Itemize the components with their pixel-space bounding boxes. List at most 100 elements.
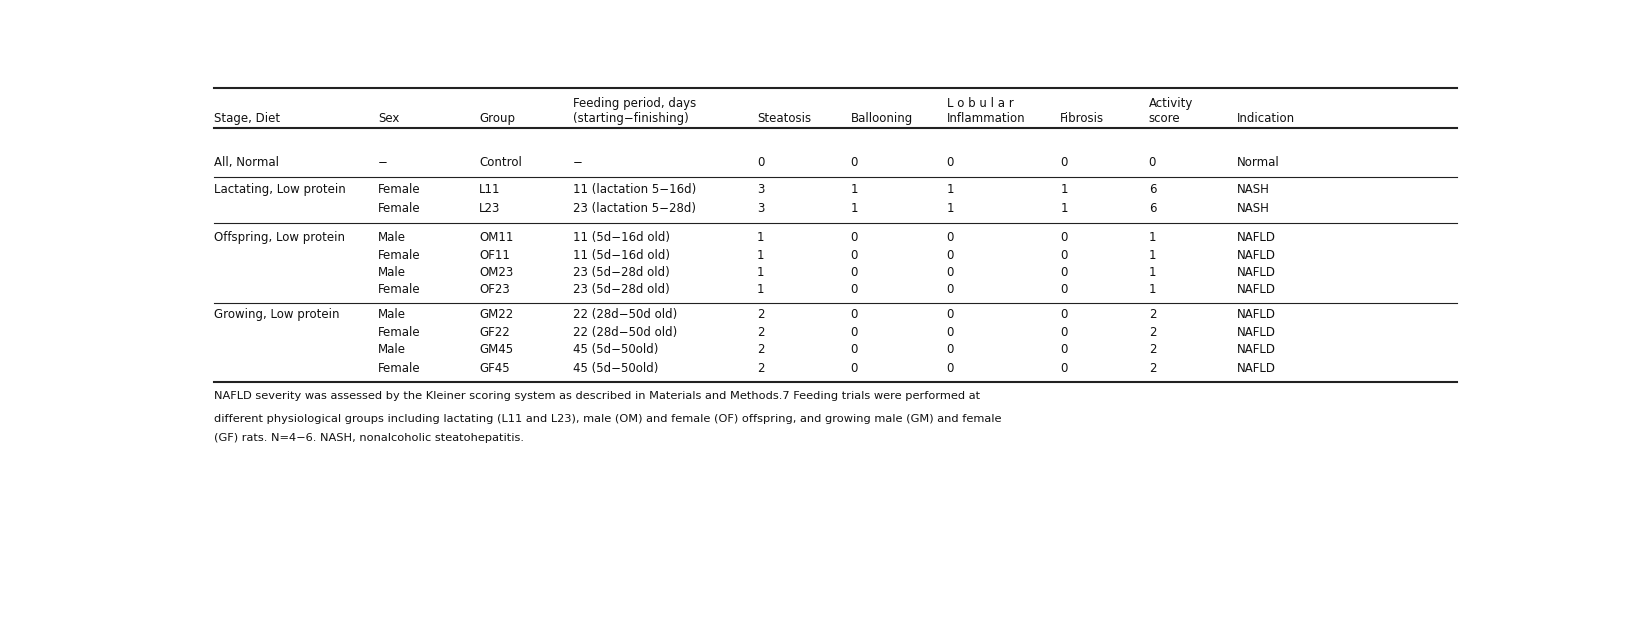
Text: Group: Group xyxy=(479,112,515,125)
Text: 22 (28d−50d old): 22 (28d−50d old) xyxy=(572,326,676,339)
Text: 11 (5d−16d old): 11 (5d−16d old) xyxy=(572,248,670,261)
Text: 0: 0 xyxy=(947,156,954,169)
Text: Fibrosis: Fibrosis xyxy=(1060,112,1105,125)
Text: 6: 6 xyxy=(1149,203,1156,216)
Text: 0: 0 xyxy=(947,283,954,296)
Text: 11 (lactation 5−16d): 11 (lactation 5−16d) xyxy=(572,183,696,196)
Text: Inflammation: Inflammation xyxy=(947,112,1025,125)
Text: 2: 2 xyxy=(756,326,764,339)
Text: 23 (lactation 5−28d): 23 (lactation 5−28d) xyxy=(572,203,696,216)
Text: 23 (5d−28d old): 23 (5d−28d old) xyxy=(572,266,670,279)
Text: 0: 0 xyxy=(1060,308,1068,321)
Text: 0: 0 xyxy=(947,344,954,357)
Text: OF23: OF23 xyxy=(479,283,510,296)
Text: 23 (5d−28d old): 23 (5d−28d old) xyxy=(572,283,670,296)
Text: OF11: OF11 xyxy=(479,248,510,261)
Text: 0: 0 xyxy=(1060,362,1068,375)
Text: 1: 1 xyxy=(851,183,857,196)
Text: Offspring, Low protein: Offspring, Low protein xyxy=(214,231,346,244)
Text: 1: 1 xyxy=(1060,203,1068,216)
Text: 45 (5d−50old): 45 (5d−50old) xyxy=(572,344,659,357)
Text: 1: 1 xyxy=(1149,248,1156,261)
Text: 1: 1 xyxy=(1149,266,1156,279)
Text: 6: 6 xyxy=(1149,183,1156,196)
Text: 2: 2 xyxy=(1149,308,1156,321)
Text: 2: 2 xyxy=(756,308,764,321)
Text: 0: 0 xyxy=(851,231,857,244)
Text: 1: 1 xyxy=(1060,183,1068,196)
Text: L23: L23 xyxy=(479,203,500,216)
Text: Steatosis: Steatosis xyxy=(756,112,812,125)
Text: 0: 0 xyxy=(1060,248,1068,261)
Text: 11 (5d−16d old): 11 (5d−16d old) xyxy=(572,231,670,244)
Text: L o b u l a r: L o b u l a r xyxy=(947,97,1014,110)
Text: 0: 0 xyxy=(1060,283,1068,296)
Text: 45 (5d−50old): 45 (5d−50old) xyxy=(572,362,659,375)
Text: 3: 3 xyxy=(756,203,764,216)
Text: 0: 0 xyxy=(947,326,954,339)
Text: Male: Male xyxy=(378,308,406,321)
Text: 0: 0 xyxy=(756,156,764,169)
Text: 0: 0 xyxy=(851,326,857,339)
Text: NAFLD severity was assessed by the Kleiner scoring system as described in Materi: NAFLD severity was assessed by the Klein… xyxy=(214,391,980,401)
Text: 2: 2 xyxy=(1149,344,1156,357)
Text: (starting−finishing): (starting−finishing) xyxy=(572,112,688,125)
Text: 1: 1 xyxy=(756,283,764,296)
Text: −: − xyxy=(572,156,582,169)
Text: OM23: OM23 xyxy=(479,266,513,279)
Text: different physiological groups including lactating (L11 and L23), male (OM) and : different physiological groups including… xyxy=(214,414,1001,424)
Text: Activity: Activity xyxy=(1149,97,1193,110)
Text: Lactating, Low protein: Lactating, Low protein xyxy=(214,183,346,196)
Text: 0: 0 xyxy=(947,248,954,261)
Text: Growing, Low protein: Growing, Low protein xyxy=(214,308,339,321)
Text: NAFLD: NAFLD xyxy=(1237,308,1276,321)
Text: Female: Female xyxy=(378,283,421,296)
Text: NAFLD: NAFLD xyxy=(1237,266,1276,279)
Text: Female: Female xyxy=(378,203,421,216)
Text: NAFLD: NAFLD xyxy=(1237,231,1276,244)
Text: 0: 0 xyxy=(1149,156,1156,169)
Text: 1: 1 xyxy=(1149,231,1156,244)
Text: NAFLD: NAFLD xyxy=(1237,344,1276,357)
Text: NAFLD: NAFLD xyxy=(1237,326,1276,339)
Text: score: score xyxy=(1149,112,1180,125)
Text: 2: 2 xyxy=(1149,362,1156,375)
Text: GM22: GM22 xyxy=(479,308,513,321)
Text: 1: 1 xyxy=(851,203,857,216)
Text: NAFLD: NAFLD xyxy=(1237,283,1276,296)
Text: Female: Female xyxy=(378,362,421,375)
Text: Male: Male xyxy=(378,231,406,244)
Text: 1: 1 xyxy=(756,248,764,261)
Text: Feeding period, days: Feeding period, days xyxy=(572,97,696,110)
Text: NAFLD: NAFLD xyxy=(1237,362,1276,375)
Text: 0: 0 xyxy=(1060,156,1068,169)
Text: NASH: NASH xyxy=(1237,203,1270,216)
Text: 1: 1 xyxy=(756,266,764,279)
Text: 3: 3 xyxy=(756,183,764,196)
Text: 0: 0 xyxy=(851,344,857,357)
Text: Male: Male xyxy=(378,266,406,279)
Text: 0: 0 xyxy=(851,156,857,169)
Text: 1: 1 xyxy=(947,183,954,196)
Text: Stage, Diet: Stage, Diet xyxy=(214,112,280,125)
Text: 0: 0 xyxy=(947,308,954,321)
Text: 1: 1 xyxy=(756,231,764,244)
Text: OM11: OM11 xyxy=(479,231,513,244)
Text: Ballooning: Ballooning xyxy=(851,112,913,125)
Text: Male: Male xyxy=(378,344,406,357)
Text: 0: 0 xyxy=(851,248,857,261)
Text: 0: 0 xyxy=(1060,231,1068,244)
Text: 0: 0 xyxy=(947,362,954,375)
Text: L11: L11 xyxy=(479,183,500,196)
Text: 2: 2 xyxy=(1149,326,1156,339)
Text: Female: Female xyxy=(378,248,421,261)
Text: 2: 2 xyxy=(756,362,764,375)
Text: 0: 0 xyxy=(851,266,857,279)
Text: (GF) rats. N=4−6. NASH, nonalcoholic steatohepatitis.: (GF) rats. N=4−6. NASH, nonalcoholic ste… xyxy=(214,433,523,442)
Text: 0: 0 xyxy=(947,231,954,244)
Text: Normal: Normal xyxy=(1237,156,1280,169)
Text: 0: 0 xyxy=(1060,266,1068,279)
Text: 0: 0 xyxy=(851,283,857,296)
Text: All, Normal: All, Normal xyxy=(214,156,279,169)
Text: 22 (28d−50d old): 22 (28d−50d old) xyxy=(572,308,676,321)
